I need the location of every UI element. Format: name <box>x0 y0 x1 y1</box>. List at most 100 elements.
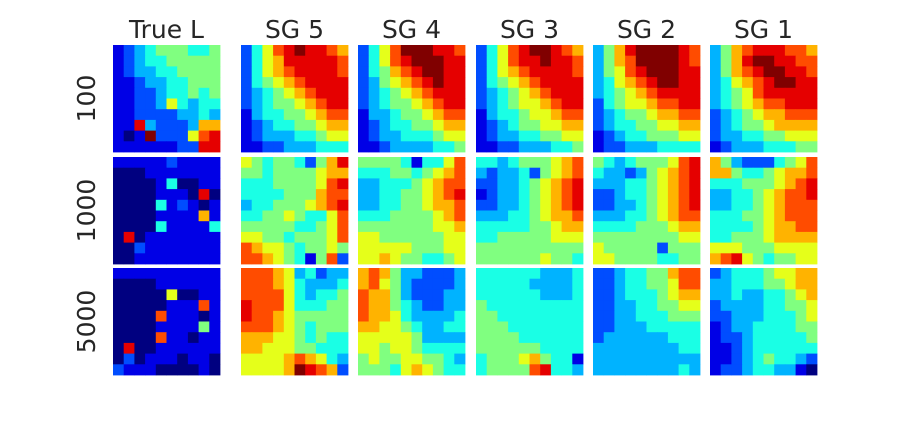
heatmap-cell <box>774 45 786 57</box>
heatmap-cell <box>657 289 669 301</box>
heatmap-cell <box>379 268 391 280</box>
heatmap-cell <box>187 141 199 153</box>
heatmap-cell <box>283 119 295 131</box>
heatmap-cell <box>209 321 221 333</box>
heatmap-cell <box>166 289 178 301</box>
heatmap-cell <box>689 321 701 333</box>
heatmap-cell <box>710 109 722 121</box>
heatmap-cell <box>529 242 541 254</box>
heatmap-cell <box>774 278 786 290</box>
heatmap-cell <box>784 199 796 211</box>
heatmap-cell <box>635 242 647 254</box>
heatmap-cell <box>508 253 520 265</box>
heatmap-cell <box>294 210 306 222</box>
heatmap-cell <box>550 289 562 301</box>
heatmap-cell <box>315 157 327 169</box>
heatmap-cell <box>177 178 189 190</box>
heatmap-cell <box>411 77 423 89</box>
heatmap-cell <box>134 45 146 57</box>
heatmap-cell <box>166 268 178 280</box>
heatmap-cell <box>177 321 189 333</box>
heatmap-cell <box>646 321 658 333</box>
heatmap-cell <box>454 210 466 222</box>
heatmap-cell <box>731 342 743 354</box>
heatmap-cell <box>187 221 199 233</box>
heatmap-cell <box>358 278 370 290</box>
heatmap-cell <box>572 189 584 201</box>
heatmap-cell <box>400 189 412 201</box>
heatmap-cell <box>625 55 637 67</box>
heatmap-cell <box>315 45 327 57</box>
heatmap-cell <box>123 98 135 110</box>
heatmap-cell <box>262 242 274 254</box>
heatmap-cell <box>411 268 423 280</box>
heatmap-cell <box>635 157 647 169</box>
heatmap-cell <box>561 178 573 190</box>
heatmap-cell <box>379 210 391 222</box>
heatmap-cell <box>518 332 530 344</box>
heatmap-cell <box>209 278 221 290</box>
heatmap-cell <box>411 364 423 376</box>
heatmap-cell <box>155 45 167 57</box>
heatmap-cell <box>166 109 178 121</box>
heatmap-cell <box>305 77 317 89</box>
heatmap-cell <box>337 178 349 190</box>
heatmap-cell <box>251 364 263 376</box>
heatmap-cell <box>432 55 444 67</box>
heatmap-cell <box>155 321 167 333</box>
heatmap-cell <box>476 310 488 322</box>
heatmap-cell <box>763 332 775 344</box>
heatmap-cell <box>134 231 146 243</box>
heatmap-cell <box>390 87 402 99</box>
heatmap-cell <box>678 242 690 254</box>
heatmap-cell <box>155 199 167 211</box>
heatmap-cell <box>572 278 584 290</box>
heatmap-cell <box>155 278 167 290</box>
heatmap-cell <box>422 289 434 301</box>
heatmap-cell <box>454 167 466 179</box>
heatmap-cell <box>187 119 199 131</box>
heatmap-cell <box>625 310 637 322</box>
heatmap-cell <box>540 221 552 233</box>
heatmap-cell <box>646 221 658 233</box>
heatmap-cell <box>540 231 552 243</box>
heatmap-cell <box>625 167 637 179</box>
heatmap-cell <box>763 310 775 322</box>
heatmap-cell <box>123 268 135 280</box>
heatmap-cell <box>390 45 402 57</box>
heatmap-cell <box>763 210 775 222</box>
heatmap-cell <box>358 157 370 169</box>
heatmap-cell <box>379 66 391 78</box>
heatmap-cell <box>593 321 605 333</box>
heatmap-cell <box>432 87 444 99</box>
heatmap-cell <box>400 210 412 222</box>
heatmap-cell <box>241 178 253 190</box>
heatmap-cell <box>411 141 423 153</box>
heatmap-cell <box>432 231 444 243</box>
heatmap-cell <box>635 109 647 121</box>
heatmap-cell <box>689 55 701 67</box>
heatmap-cell <box>134 310 146 322</box>
heatmap-cell <box>400 178 412 190</box>
heatmap-cell <box>561 109 573 121</box>
heatmap-cell <box>123 199 135 211</box>
heatmap-cell <box>603 310 615 322</box>
heatmap-cell <box>294 199 306 211</box>
heatmap-cell <box>155 178 167 190</box>
heatmap-cell <box>187 342 199 354</box>
heatmap-cell <box>593 199 605 211</box>
heatmap-cell <box>209 353 221 365</box>
heatmap-cell <box>134 167 146 179</box>
heatmap-cell <box>603 364 615 376</box>
heatmap-cell <box>678 253 690 265</box>
heatmap-cell <box>508 45 520 57</box>
heatmap-cell <box>614 109 626 121</box>
heatmap-cell <box>540 321 552 333</box>
heatmap-cell <box>134 199 146 211</box>
heatmap-cell <box>603 130 615 142</box>
heatmap-cell <box>774 242 786 254</box>
heatmap-cell <box>593 332 605 344</box>
heatmap-cell <box>486 210 498 222</box>
heatmap-cell <box>209 210 221 222</box>
heatmap-cell <box>774 310 786 322</box>
